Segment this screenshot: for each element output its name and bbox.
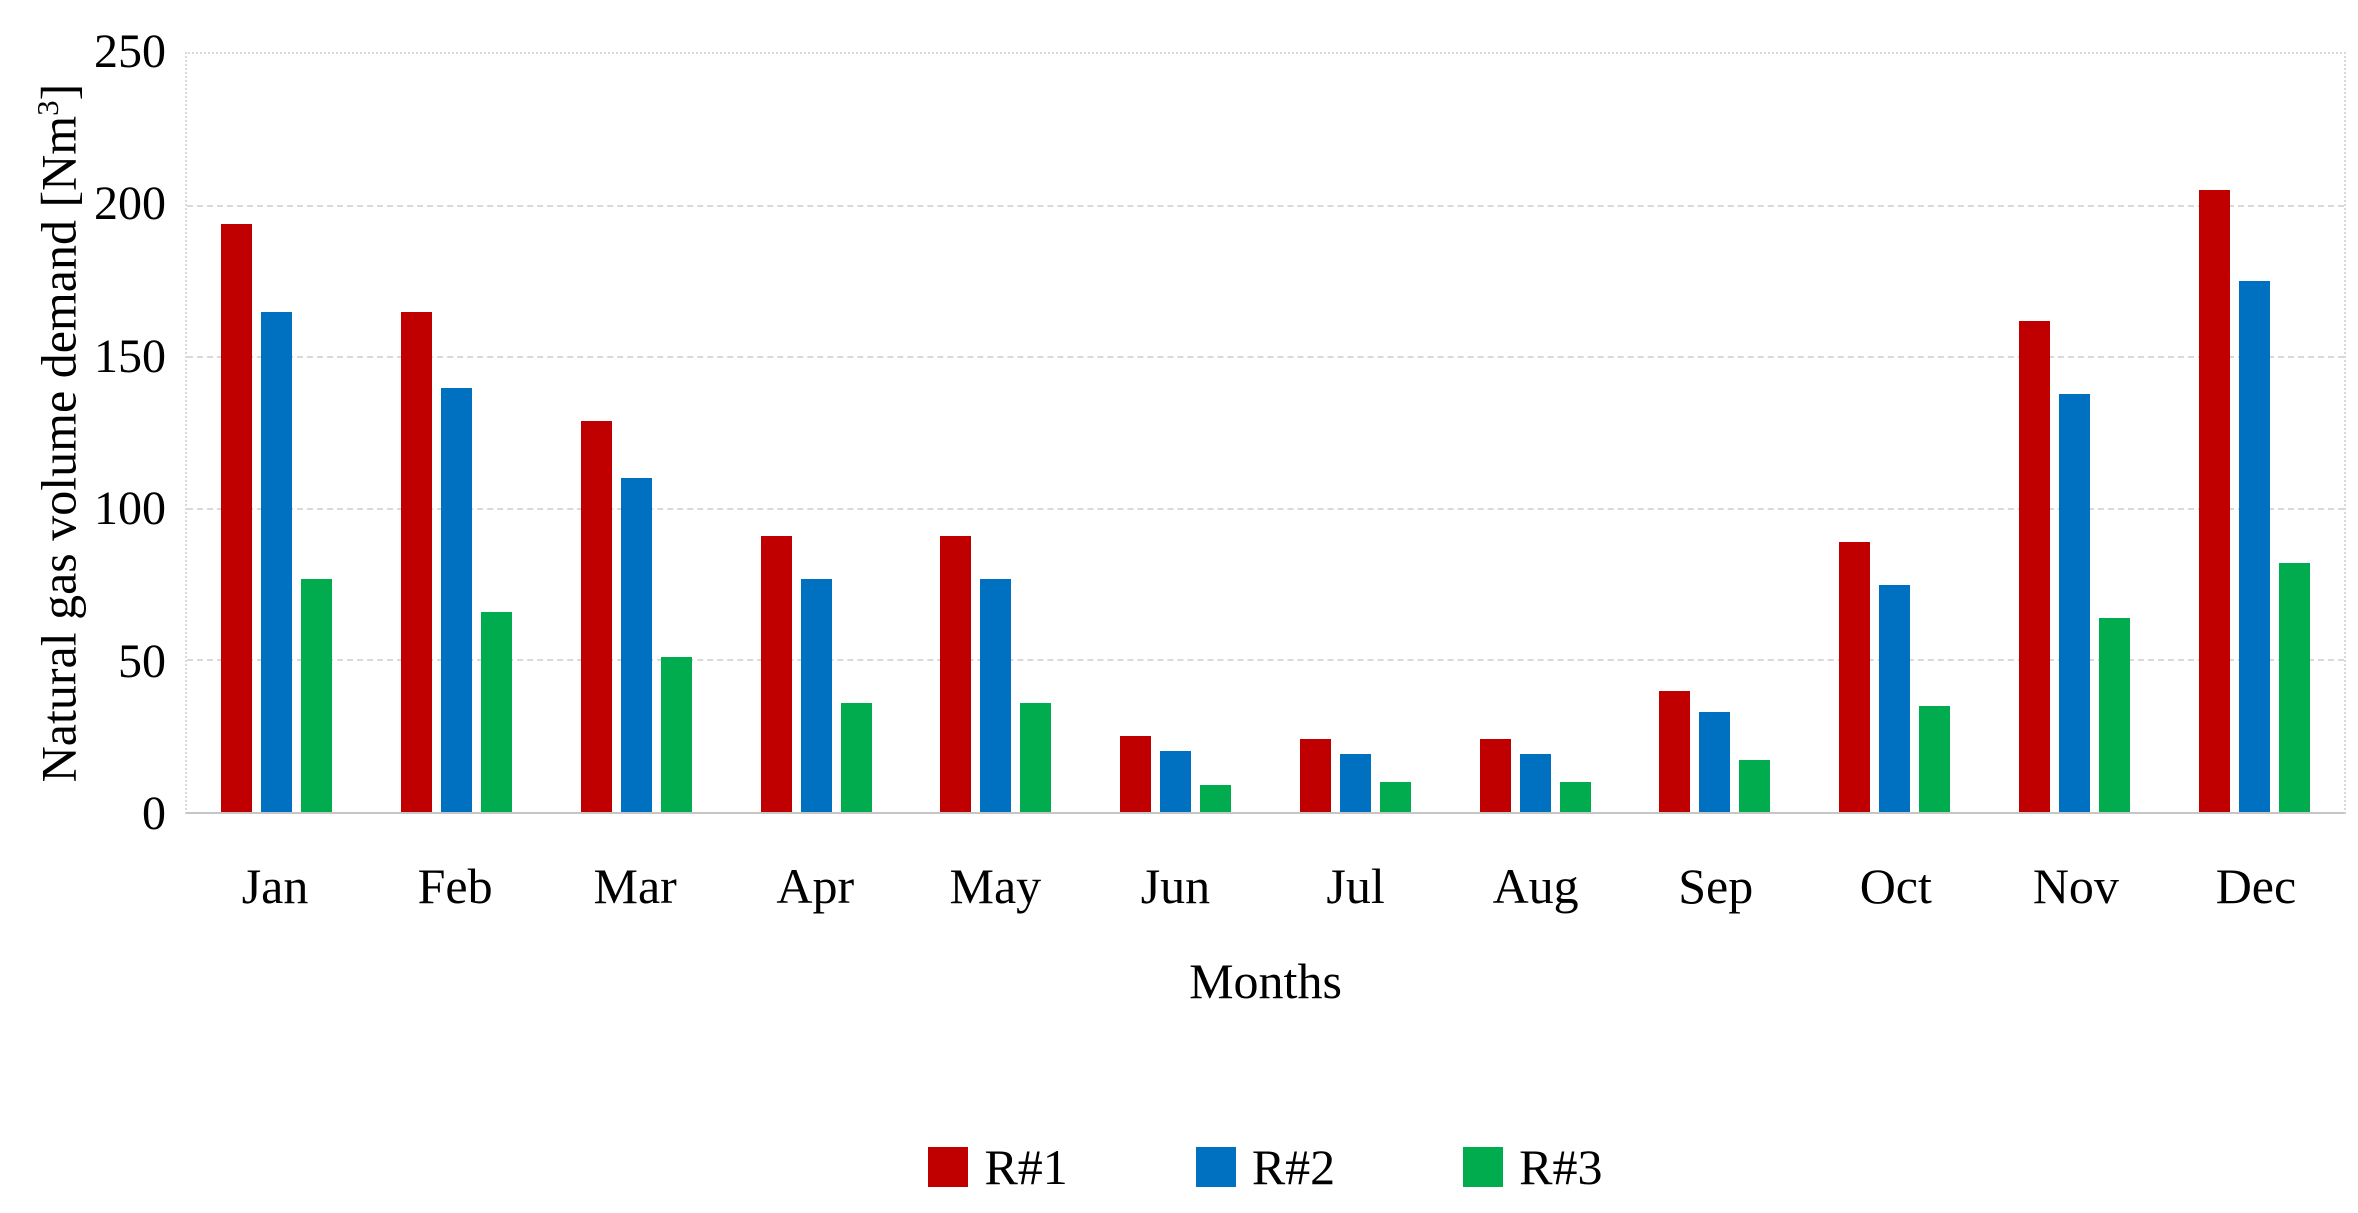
bar-r2-oct [1879, 584, 1911, 812]
x-tick-label-jul: Jul [1326, 858, 1385, 914]
y-tick-label-250: 250 [94, 25, 166, 78]
legend-swatch-r2 [1195, 1147, 1236, 1187]
bar-r3-nov [2098, 617, 2130, 812]
bar-r2-jan [261, 311, 293, 812]
legend-item-r1: R#1 [928, 1138, 1068, 1196]
legend-label-r2: R#2 [1251, 1139, 1336, 1195]
x-tick-label-jun: Jun [1140, 858, 1211, 914]
y-axis-title-suffix: ] [30, 83, 87, 101]
x-tick-label-oct: Oct [1859, 858, 1932, 914]
bar-r2-aug [1519, 754, 1551, 812]
bar-r3-mar [660, 657, 692, 812]
x-axis-title: Months [1189, 953, 1342, 1009]
bar-r1-may [940, 536, 972, 812]
legend: R#1 R#2 R#3 [185, 1138, 2346, 1196]
bar-r1-mar [580, 420, 612, 812]
bar-r2-feb [441, 387, 473, 812]
x-tick-label-jan: Jan [241, 858, 309, 914]
bar-r2-may [980, 578, 1012, 812]
bar-r1-feb [401, 311, 433, 812]
gridline-100 [187, 507, 2344, 510]
bar-r2-jul [1339, 754, 1371, 812]
gridline-200 [187, 204, 2344, 207]
legend-item-r2: R#2 [1195, 1138, 1336, 1196]
legend-swatch-r3 [1463, 1147, 1504, 1187]
bar-r2-dec [2238, 281, 2270, 812]
bar-r2-mar [620, 478, 652, 812]
bar-r1-oct [1839, 542, 1871, 812]
legend-label-r3: R#3 [1519, 1139, 1603, 1195]
legend-item-r3: R#3 [1463, 1138, 1603, 1196]
legend-label-r1: R#1 [984, 1139, 1068, 1195]
bar-r3-jun [1200, 784, 1232, 812]
bar-r3-feb [481, 611, 513, 812]
bar-r2-apr [800, 578, 832, 812]
bar-r1-aug [1479, 739, 1511, 812]
x-tick-label-apr: Apr [776, 858, 855, 914]
x-tick-label-dec: Dec [2215, 858, 2297, 914]
y-tick-label-100: 100 [94, 482, 166, 536]
y-tick-label-150: 150 [94, 329, 166, 383]
gridline-50 [187, 659, 2344, 662]
x-tick-label-may: May [949, 858, 1042, 914]
x-tick-label-feb: Feb [417, 858, 493, 914]
bar-r3-may [1020, 702, 1052, 812]
y-tick-label-200: 200 [94, 177, 166, 231]
y-tick-label-50: 50 [118, 634, 166, 688]
bar-r3-dec [2278, 563, 2310, 812]
bar-r1-sep [1659, 690, 1691, 812]
bar-r3-apr [840, 702, 872, 812]
bar-r3-sep [1739, 760, 1771, 812]
bar-r1-jan [221, 223, 253, 812]
y-axis-title-superscript: 3 [30, 100, 65, 116]
y-axis-title: Natural gas volume demand [Nm3] [18, 0, 87, 883]
bar-r1-dec [2198, 190, 2230, 812]
bar-r1-nov [2018, 320, 2050, 812]
bar-r1-jun [1120, 736, 1152, 812]
x-tick-label-sep: Sep [1678, 858, 1754, 914]
x-tick-label-aug: Aug [1492, 858, 1579, 914]
gridline-150 [187, 356, 2344, 359]
bar-r3-jan [301, 578, 333, 812]
bar-r1-apr [760, 536, 792, 812]
x-tick-label-nov: Nov [2032, 858, 2119, 914]
bar-r3-oct [1919, 705, 1951, 812]
x-tick-label-mar: Mar [593, 858, 677, 914]
bar-r2-jun [1160, 751, 1192, 812]
bar-r3-jul [1379, 781, 1411, 812]
plot-area [185, 52, 2346, 814]
bar-r3-aug [1559, 781, 1591, 812]
legend-swatch-r1 [928, 1147, 969, 1187]
bar-r1-jul [1299, 739, 1331, 812]
bar-r2-sep [1699, 711, 1731, 812]
y-tick-label-0: 0 [142, 787, 166, 840]
bar-r2-nov [2058, 393, 2090, 812]
